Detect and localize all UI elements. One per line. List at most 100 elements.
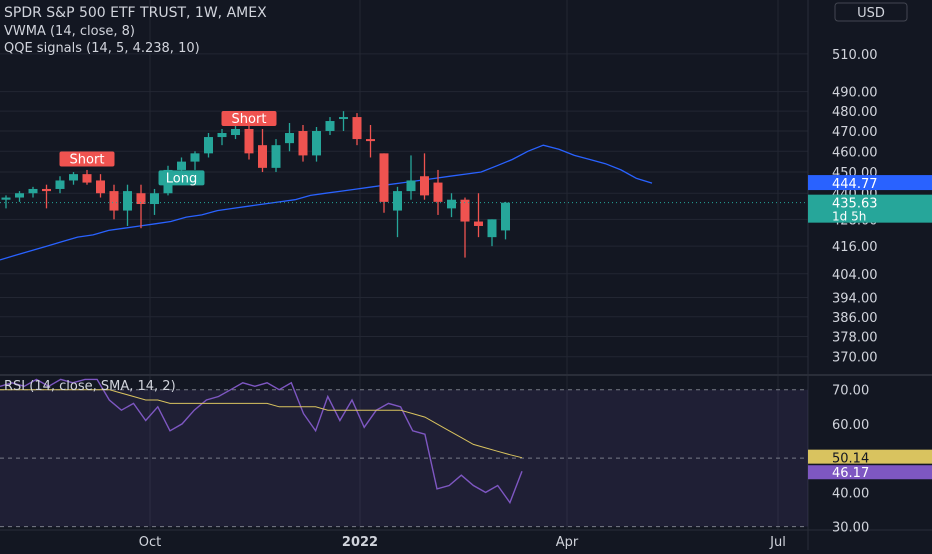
candle[interactable] — [82, 169, 92, 185]
price-tick-label: 378.00 — [832, 331, 878, 346]
indicator-vwma-label: VWMA (14, close, 8) — [4, 24, 135, 39]
signal-badge — [221, 111, 277, 127]
candle-body — [55, 180, 65, 189]
vwma-price-label[interactable]: 444.77 — [808, 175, 932, 192]
candle-body — [82, 174, 92, 183]
price-tick-label: 394.00 — [832, 291, 878, 306]
candle-body — [150, 193, 159, 205]
rsi-price-label[interactable]: 46.17 — [808, 465, 932, 481]
price-label-box — [808, 175, 932, 191]
price-tick-label: 386.00 — [832, 311, 878, 326]
candle[interactable] — [325, 117, 335, 136]
candle-body — [69, 174, 78, 181]
candle[interactable] — [123, 184, 132, 226]
price-label-text: 435.63 — [832, 197, 878, 212]
candle[interactable] — [298, 125, 308, 162]
price-tick-label: 510.00 — [832, 48, 878, 63]
rsi-tick-label: 70.00 — [832, 384, 869, 399]
candle[interactable] — [312, 126, 321, 162]
candle[interactable] — [69, 172, 78, 185]
candle-body — [420, 176, 429, 196]
time-tick-label: 2022 — [342, 535, 378, 550]
candle[interactable] — [406, 155, 416, 200]
price-tick-label: 404.00 — [832, 268, 878, 283]
candle[interactable] — [217, 129, 227, 146]
candle-body — [487, 219, 497, 238]
rsi-title: RSI (14, close, SMA, 14, 2) — [4, 379, 176, 394]
candle[interactable] — [28, 186, 38, 198]
candle-body — [501, 202, 510, 231]
price-tick-label: 370.00 — [832, 351, 878, 366]
candle[interactable] — [501, 201, 510, 240]
candle[interactable] — [96, 174, 105, 198]
price-label-text: 50.14 — [832, 452, 869, 467]
candle-body — [1, 197, 11, 200]
price-tick-label: 460.00 — [832, 145, 878, 160]
candle[interactable] — [42, 184, 51, 209]
rsi-ma-price-label[interactable]: 50.14 — [808, 449, 932, 467]
candle-body — [177, 161, 186, 170]
currency-label: USD — [857, 6, 885, 21]
candle[interactable] — [258, 129, 267, 173]
signal-short-label[interactable]: Short — [221, 111, 277, 127]
candle-body — [366, 139, 375, 142]
candle-body — [393, 191, 402, 211]
time-tick-label: Jul — [769, 535, 786, 550]
candle[interactable] — [1, 195, 11, 209]
indicator-qqe-label: QQE signals (14, 5, 4.238, 10) — [4, 41, 200, 56]
candle-body — [15, 193, 24, 198]
time-tick-label: Oct — [139, 535, 161, 550]
candle[interactable] — [447, 193, 456, 218]
candle-body — [123, 191, 132, 211]
signal-short-label[interactable]: Short — [59, 151, 115, 168]
candle[interactable] — [204, 133, 213, 158]
candle[interactable] — [393, 186, 402, 238]
candle-body — [312, 131, 321, 156]
rsi-line — [0, 378, 523, 505]
candle-body — [204, 137, 213, 154]
candle-body — [298, 131, 308, 156]
rsi-ma-line — [0, 389, 523, 459]
signal-text: Long — [166, 171, 197, 186]
candle[interactable] — [474, 193, 483, 238]
symbol-title: SPDR S&P 500 ETF TRUST, 1W, AMEX — [4, 5, 267, 21]
candle[interactable] — [366, 125, 375, 158]
candle-body — [447, 199, 456, 209]
candle[interactable] — [109, 184, 119, 220]
candle-body — [325, 121, 335, 132]
price-label-box — [808, 465, 932, 480]
candle[interactable] — [271, 139, 281, 173]
currency-badge[interactable] — [834, 2, 908, 22]
candle[interactable] — [420, 153, 429, 200]
candle-body — [406, 180, 416, 192]
price-label-box — [808, 449, 932, 464]
candle[interactable] — [150, 188, 159, 215]
price-tick-label: 480.00 — [832, 105, 878, 120]
price-label-text: 444.77 — [832, 177, 878, 192]
candle[interactable] — [15, 191, 24, 202]
candle[interactable] — [136, 184, 146, 229]
candle[interactable] — [55, 176, 65, 194]
rsi-tick-label: 60.00 — [832, 418, 869, 433]
candle[interactable] — [339, 111, 348, 132]
candle-body — [474, 221, 483, 226]
candle-body — [96, 180, 105, 194]
candle-body — [433, 182, 443, 202]
signal-long-label[interactable]: Long — [158, 170, 205, 186]
candle[interactable] — [433, 169, 443, 215]
candle[interactable] — [352, 113, 362, 146]
candle-body — [136, 193, 146, 205]
candle-body — [109, 191, 119, 211]
countdown-label-text: 1d 5h — [832, 210, 866, 224]
price-label-box — [808, 194, 932, 223]
candle-body — [379, 153, 389, 202]
candle[interactable] — [460, 197, 470, 258]
candle[interactable] — [190, 151, 200, 170]
candle[interactable] — [285, 123, 294, 152]
candle[interactable] — [244, 121, 254, 160]
candle-body — [190, 153, 200, 162]
candle[interactable] — [487, 219, 497, 247]
